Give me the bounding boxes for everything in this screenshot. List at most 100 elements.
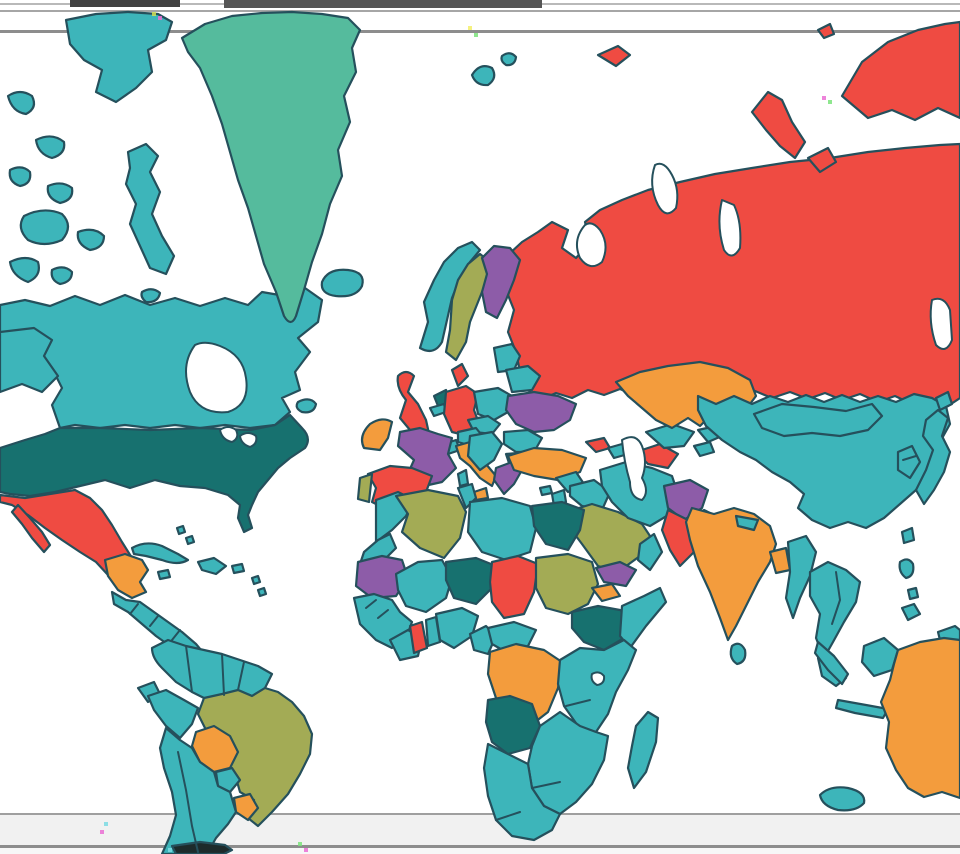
water-great-lake-west: [219, 426, 239, 443]
country-jamaica: [156, 568, 172, 581]
country-southern-africa: [482, 742, 562, 842]
border-korea-dmz: [902, 455, 917, 461]
water-white-sea: [575, 222, 607, 268]
country-libya: [466, 496, 538, 562]
compression-artifact-6: [104, 822, 108, 826]
country-antilles-1: [250, 574, 262, 586]
country-alaska: [0, 326, 60, 394]
country-tierra-del-fuego: [170, 840, 234, 854]
water-great-lake-east: [239, 432, 258, 448]
country-oman: [636, 532, 664, 572]
border-guianas-1: [185, 645, 193, 693]
country-ukraine: [504, 390, 578, 434]
country-severnaya-zemlya: [840, 20, 960, 122]
country-arctic-islet: [816, 22, 836, 40]
country-arctic-island-6: [76, 228, 106, 252]
country-indochina: [808, 560, 862, 660]
compression-artifact-0: [152, 12, 156, 16]
country-japan: [914, 408, 952, 506]
border-west-africa-2: [377, 609, 389, 619]
country-guatemala-yucatan: [103, 552, 150, 600]
country-tajikistan: [692, 440, 716, 458]
water-lake-victoria: [590, 671, 606, 686]
border-west-africa-1: [365, 599, 377, 609]
water-sea-of-okhotsk: [929, 297, 953, 350]
country-nepal: [734, 514, 760, 532]
compression-artifact-7: [100, 830, 104, 834]
country-novaya-zemlya-south: [806, 146, 838, 174]
water-caspian-sea: [621, 436, 647, 501]
country-philippines-luzon: [898, 558, 915, 580]
country-puerto-rico: [230, 562, 246, 575]
frame-band-0: [0, 813, 960, 845]
border-central-america-1: [129, 603, 139, 615]
country-baffin-island: [124, 142, 176, 276]
country-ghana: [408, 620, 429, 655]
country-hokkaido: [934, 390, 954, 412]
compression-artifact-5: [828, 100, 832, 104]
country-eritrea: [590, 582, 622, 603]
border-south-africa-1: [495, 811, 521, 821]
water-gulf-of-ob: [651, 162, 679, 215]
country-java: [834, 698, 890, 720]
country-india: [684, 506, 778, 642]
country-egypt: [530, 500, 586, 552]
country-victoria-island: [19, 209, 70, 246]
compression-artifact-4: [822, 96, 826, 100]
country-south-island-blob: [818, 786, 866, 812]
border-chile-argentina: [177, 751, 199, 853]
country-arctic-island-8: [50, 266, 74, 286]
country-philippines-mindanao: [900, 602, 922, 622]
frame-band-1: [0, 845, 960, 854]
country-peru: [146, 688, 200, 740]
border-east-africa-2: [531, 781, 561, 789]
compression-artifact-10: [168, 848, 172, 852]
compression-artifact-1: [158, 16, 162, 20]
country-arctic-island-1: [6, 90, 36, 116]
country-franz-josef-land: [596, 44, 632, 68]
country-sri-lanka: [729, 642, 747, 666]
compression-artifact-9: [304, 848, 308, 852]
border-guianas-2: [221, 653, 225, 696]
country-sudan: [534, 552, 600, 616]
country-turkey: [506, 446, 588, 482]
country-novaya-zemlya: [750, 90, 807, 160]
country-denmark: [450, 362, 470, 388]
frame-line-4: [0, 845, 960, 848]
frame-top-bar-0: [70, 0, 180, 7]
frame-top-bar-1: [224, 0, 542, 8]
country-bahamas-1: [175, 524, 187, 536]
country-baltic-states: [492, 342, 522, 374]
country-australia: [879, 636, 960, 800]
frame-line-2: [0, 30, 960, 33]
country-angola: [484, 694, 542, 756]
country-madagascar: [626, 710, 660, 790]
country-usa: [0, 413, 309, 534]
country-east-africa: [556, 638, 638, 734]
compression-artifact-8: [298, 842, 302, 846]
border-east-africa-1: [565, 699, 591, 707]
country-ireland: [360, 418, 394, 452]
country-belarus: [504, 364, 542, 394]
country-yemen: [594, 560, 638, 588]
border-guianas-3: [237, 661, 245, 691]
country-southampton-island: [140, 288, 162, 304]
country-finland: [480, 244, 522, 320]
country-chad: [488, 554, 540, 620]
country-canada-arctic-northeast: [64, 10, 174, 104]
country-iceland: [320, 268, 364, 298]
country-arctic-island-7: [8, 256, 40, 284]
border-central-america-3: [171, 629, 181, 641]
country-baja-california: [10, 503, 52, 554]
country-myanmar: [784, 534, 818, 620]
frame-line-1: [0, 10, 960, 12]
country-cuba: [130, 542, 190, 565]
country-korea: [896, 444, 922, 480]
frame-line-3: [0, 813, 960, 815]
country-hispaniola: [196, 556, 228, 576]
country-sumatra: [813, 640, 850, 686]
country-somalia: [618, 586, 668, 650]
country-arctic-island-2: [34, 135, 66, 160]
